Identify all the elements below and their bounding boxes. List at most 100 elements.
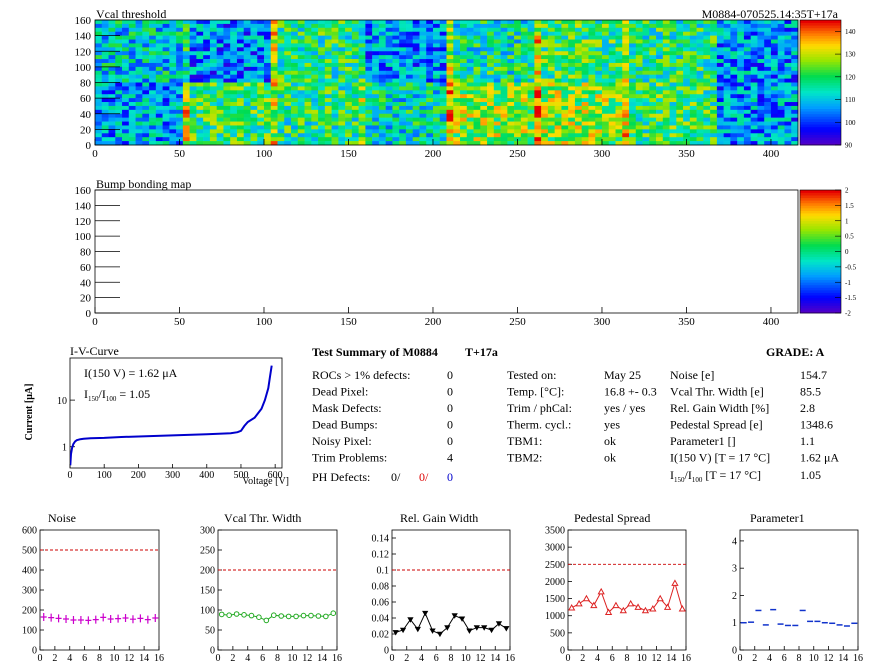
bump-palette-step <box>800 207 841 211</box>
bump-palette-step <box>800 233 841 237</box>
vcal-heatmap-cell <box>277 55 285 60</box>
vcal-heatmap-cell <box>649 133 657 138</box>
vcal-heatmap-cell <box>405 74 414 79</box>
vcal-heatmap-cell <box>324 102 332 107</box>
vcal-heatmap-cell <box>392 98 400 103</box>
bump-palette-label: 1.5 <box>845 202 854 210</box>
vcal-heatmap-cell <box>534 35 542 40</box>
vcal-heatmap-cell <box>351 125 359 130</box>
vcal-heatmap-cell <box>392 90 400 95</box>
vcal-heatmap-cell <box>345 94 353 99</box>
noise-xtick-label: 2 <box>52 653 57 664</box>
vcal-heatmap-cell <box>135 129 143 134</box>
vcal-heatmap-cell <box>635 74 643 79</box>
vcal-heatmap-cell <box>432 125 441 130</box>
vcal-heatmap-cell <box>372 86 380 91</box>
vcal-heatmap-cell <box>453 23 461 29</box>
vcal-heatmap-cell <box>696 31 704 36</box>
vcal-heatmap-cell <box>791 62 799 68</box>
vcal-heatmap-cell <box>622 55 630 60</box>
vcal-heatmap-cell <box>324 109 332 115</box>
vcal-heatmap-cell <box>696 23 704 29</box>
vcal-heatmap-cell <box>710 121 718 126</box>
vcal-heatmap-cell <box>676 86 684 91</box>
vcal-heatmap-cell <box>635 35 643 40</box>
vcal-heatmap-cell <box>730 35 738 40</box>
vcal-heatmap-cell <box>703 137 711 142</box>
vcal-heatmap-cell <box>277 78 285 83</box>
vcal-heatmap-cell <box>676 35 684 40</box>
vcal-heatmap-cell <box>689 70 697 75</box>
vcal-heatmap-cell <box>791 35 799 40</box>
vcal-heatmap-cell <box>547 117 555 122</box>
vcal-heatmap-cell <box>399 55 407 60</box>
vcal-heatmap-cell <box>439 82 447 87</box>
vcal-heatmap-cell <box>263 55 272 60</box>
vcal-heatmap-cell <box>385 62 393 68</box>
vcal-heatmap-cell <box>757 113 765 118</box>
vcal-heatmap-cell <box>142 35 150 40</box>
vcal-heatmap-cell <box>392 129 400 134</box>
vcal-heatmap-cell <box>169 27 177 33</box>
bump-ytick-label: 0 <box>86 308 92 320</box>
vcal-heatmap-cell <box>770 31 779 36</box>
vcal-heatmap-cell <box>311 129 319 134</box>
vcal-heatmap-cell <box>372 137 380 142</box>
vcal-heatmap-cell <box>128 47 136 52</box>
vcal-heatmap-cell <box>426 105 434 111</box>
vcal-heatmap-cell <box>236 51 245 56</box>
vcal-heatmap-cell <box>568 51 576 56</box>
vcal-heatmap-cell <box>791 102 799 107</box>
vcal-heatmap-cell <box>716 62 724 68</box>
vcal-heatmap-cell <box>561 94 569 99</box>
vcal-heatmap-cell <box>581 62 589 68</box>
vcal-heatmap-cell <box>392 31 400 36</box>
vcal-palette-step <box>800 124 841 128</box>
vcal-heatmap-cell <box>439 133 447 138</box>
ph-defects-value-2: 0/ <box>419 470 429 484</box>
vcal-heatmap-cell <box>162 94 170 99</box>
vcal-heatmap-cell <box>257 137 265 142</box>
vcal-heatmap-cell <box>480 117 488 122</box>
vcal-heatmap-cell <box>196 113 204 118</box>
vcal-heatmap-cell <box>331 23 339 29</box>
vcal-heatmap-cell <box>520 27 528 33</box>
vcal-heatmap-cell <box>588 113 596 118</box>
vcal-heatmap-cell <box>716 31 724 36</box>
vcal-heatmap-cell <box>460 133 468 138</box>
vcal-heatmap-cell <box>527 43 535 48</box>
pedestal-point <box>619 606 627 614</box>
vcal-heatmap-cell <box>608 105 616 111</box>
vcal-heatmap-cell <box>230 74 238 79</box>
vcal-heatmap-cell <box>243 94 251 99</box>
vcal-heatmap-cell <box>203 47 211 52</box>
vcal-heatmap-cell <box>392 27 400 33</box>
vcal-heatmap-cell <box>588 86 596 91</box>
vcal-heatmap-cell <box>155 137 163 142</box>
vcal-heatmap-cell <box>189 113 197 118</box>
vcal-heatmap-cell <box>527 141 535 146</box>
vcal-heatmap-cell <box>122 121 130 126</box>
vcal-heatmap-cell <box>345 98 353 103</box>
vcal-heatmap-cell <box>270 109 278 115</box>
vcal-heatmap-cell <box>615 74 623 79</box>
vcal-heatmap-cell <box>243 47 251 52</box>
vcal-heatmap-cell <box>466 23 474 29</box>
bump-ytick-label: 40 <box>80 277 92 289</box>
vcal-heatmap-cell <box>392 70 400 75</box>
vcal-heatmap-cell <box>115 20 123 25</box>
vcal-heatmap-cell <box>480 109 488 115</box>
vcal-heatmap-cell <box>230 20 238 25</box>
vcal-heatmap-cell <box>534 90 542 95</box>
vcal-heatmap-cell <box>432 109 441 115</box>
vcal-heatmap-cell <box>378 117 386 122</box>
vcal-heatmap-cell <box>358 137 366 142</box>
pedestal-ytick-label: 1500 <box>545 594 565 605</box>
vcal-heatmap-cell <box>554 117 562 122</box>
vcal-heatmap-cell <box>331 133 339 138</box>
vcal-heatmap-cell <box>304 62 312 68</box>
vcal-heatmap-cell <box>209 66 217 72</box>
vcal-heatmap-cell <box>737 133 745 138</box>
vcal-heatmap-cell <box>345 117 353 122</box>
vcal-heatmap-cell <box>764 74 772 79</box>
